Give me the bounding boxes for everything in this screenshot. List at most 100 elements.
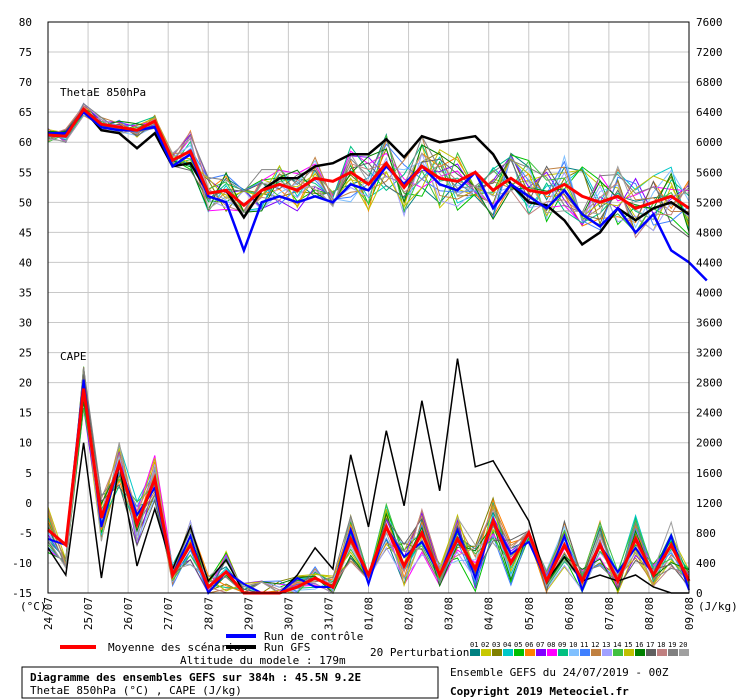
right-tick-label: 3600 — [696, 317, 723, 330]
left-tick-label: 20 — [19, 377, 32, 390]
legend-perturbations-label: 20 Perturbations — [370, 646, 476, 659]
cape-panel-label: CAPE — [60, 350, 87, 363]
perturbation-thetae-line — [47, 110, 690, 231]
perturbation-swatch — [470, 649, 480, 656]
right-tick-label: 800 — [696, 527, 716, 540]
perturbation-thetae-line — [47, 102, 690, 226]
model-altitude: Altitude du modele : 179m — [180, 654, 346, 667]
left-tick-label: 50 — [19, 196, 32, 209]
perturbation-swatch — [679, 649, 689, 656]
perturbation-swatch — [492, 649, 502, 656]
left-tick-label: 0 — [25, 497, 32, 510]
left-tick-label: -15 — [12, 587, 32, 600]
perturbation-swatch — [514, 649, 524, 656]
x-tick-label: 31/07 — [322, 597, 335, 630]
right-axis-unit: (J/kg) — [698, 600, 738, 613]
right-tick-label: 0 — [696, 587, 703, 600]
mean-thetae-line — [47, 106, 690, 210]
x-tick-label: 29/07 — [242, 597, 255, 630]
plot-frame — [47, 21, 690, 594]
left-tick-label: 25 — [19, 347, 32, 360]
x-tick-label: 06/08 — [563, 597, 576, 630]
legend: Moyenne des scénarios Run de contrôle Ru… — [60, 630, 689, 659]
right-tick-label: 4800 — [696, 226, 723, 239]
x-tick-label: 04/08 — [483, 597, 496, 630]
x-tick-label: 01/08 — [363, 597, 376, 630]
x-axis-ticks: 24/07 25/07 26/07 27/07 28/07 29/07 30/07 31/07… — [42, 597, 696, 630]
perturbation-swatch — [580, 649, 590, 656]
left-tick-label: 45 — [19, 226, 32, 239]
x-tick-label: 27/07 — [162, 597, 175, 630]
left-tick-label: 10 — [19, 437, 32, 450]
right-tick-label: 3200 — [696, 347, 723, 360]
left-tick-label: 30 — [19, 317, 32, 330]
perturbation-swatch — [536, 649, 546, 656]
right-tick-label: 4400 — [696, 256, 723, 269]
right-tick-label: 6000 — [696, 136, 723, 149]
x-tick-label: 30/07 — [282, 597, 295, 630]
gfs-thetae-line — [47, 107, 690, 247]
right-tick-label: 4000 — [696, 286, 723, 299]
perturbation-id: 04 — [503, 641, 511, 649]
perturbation-swatch — [481, 649, 491, 656]
perturbation-id: 20 — [679, 641, 687, 649]
perturbation-swatch — [624, 649, 634, 656]
legend-control-label: Run de contrôle — [264, 630, 363, 643]
left-tick-label: -10 — [12, 557, 32, 570]
right-tick-label: 5200 — [696, 196, 723, 209]
footer-subtitle: ThetaE 850hPa (°C) , CAPE (J/kg) — [30, 684, 242, 697]
perturbation-swatch — [635, 649, 645, 656]
left-tick-label: 75 — [19, 46, 32, 59]
x-tick-label: 05/08 — [523, 597, 536, 630]
left-tick-label: 40 — [19, 256, 32, 269]
right-tick-label: 6800 — [696, 76, 723, 89]
right-tick-label: 400 — [696, 557, 716, 570]
x-tick-label: 24/07 — [42, 597, 55, 630]
perturbation-id: 16 — [635, 641, 643, 649]
control-cape-line — [47, 379, 690, 596]
perturbation-id: 12 — [591, 641, 599, 649]
perturbation-swatch — [569, 649, 579, 656]
perturbation-swatch — [668, 649, 678, 656]
x-tick-label: 09/08 — [683, 597, 696, 630]
perturbation-id: 15 — [624, 641, 632, 649]
x-tick-label: 08/08 — [643, 597, 656, 630]
right-tick-label: 6400 — [696, 106, 723, 119]
thetae-panel-label: ThetaE 850hPa — [60, 86, 146, 99]
main-lines — [47, 106, 708, 596]
perturbation-id: 10 — [569, 641, 577, 649]
perturbation-id: 06 — [525, 641, 533, 649]
control-thetae-line — [48, 110, 708, 282]
mean-cape-line — [47, 388, 691, 595]
right-tick-label: 2800 — [696, 377, 723, 390]
perturbation-id: 08 — [547, 641, 555, 649]
x-tick-label: 26/07 — [122, 597, 135, 630]
left-tick-label: 35 — [19, 286, 32, 299]
perturbation-id: 11 — [580, 641, 588, 649]
right-tick-label: 7200 — [696, 46, 723, 59]
left-tick-label: 5 — [25, 467, 32, 480]
legend-gfs-label: Run GFS — [264, 641, 310, 654]
right-tick-label: 2400 — [696, 407, 723, 420]
perturbation-swatch — [591, 649, 601, 656]
perturbation-id: 17 — [646, 641, 654, 649]
left-axis-unit: (°C) — [20, 600, 47, 613]
perturbation-swatch — [547, 649, 557, 656]
x-tick-label: 02/08 — [403, 597, 416, 630]
footer-title: Diagramme des ensembles GEFS sur 384h : … — [30, 671, 361, 684]
x-tick-label: 03/08 — [443, 597, 456, 630]
perturbation-id: 13 — [602, 641, 610, 649]
x-tick-label: 28/07 — [202, 597, 215, 630]
right-tick-label: 2000 — [696, 437, 723, 450]
right-tick-label: 5600 — [696, 166, 723, 179]
perturbation-swatch — [657, 649, 667, 656]
perturbation-swatch — [646, 649, 656, 656]
x-tick-label: 07/08 — [603, 597, 616, 630]
perturbation-id: 09 — [558, 641, 566, 649]
left-tick-label: 70 — [19, 76, 32, 89]
x-tick-label: 25/07 — [82, 597, 95, 630]
perturbation-swatch — [525, 649, 535, 656]
run-info: Ensemble GEFS du 24/07/2019 - 00Z — [450, 666, 669, 679]
